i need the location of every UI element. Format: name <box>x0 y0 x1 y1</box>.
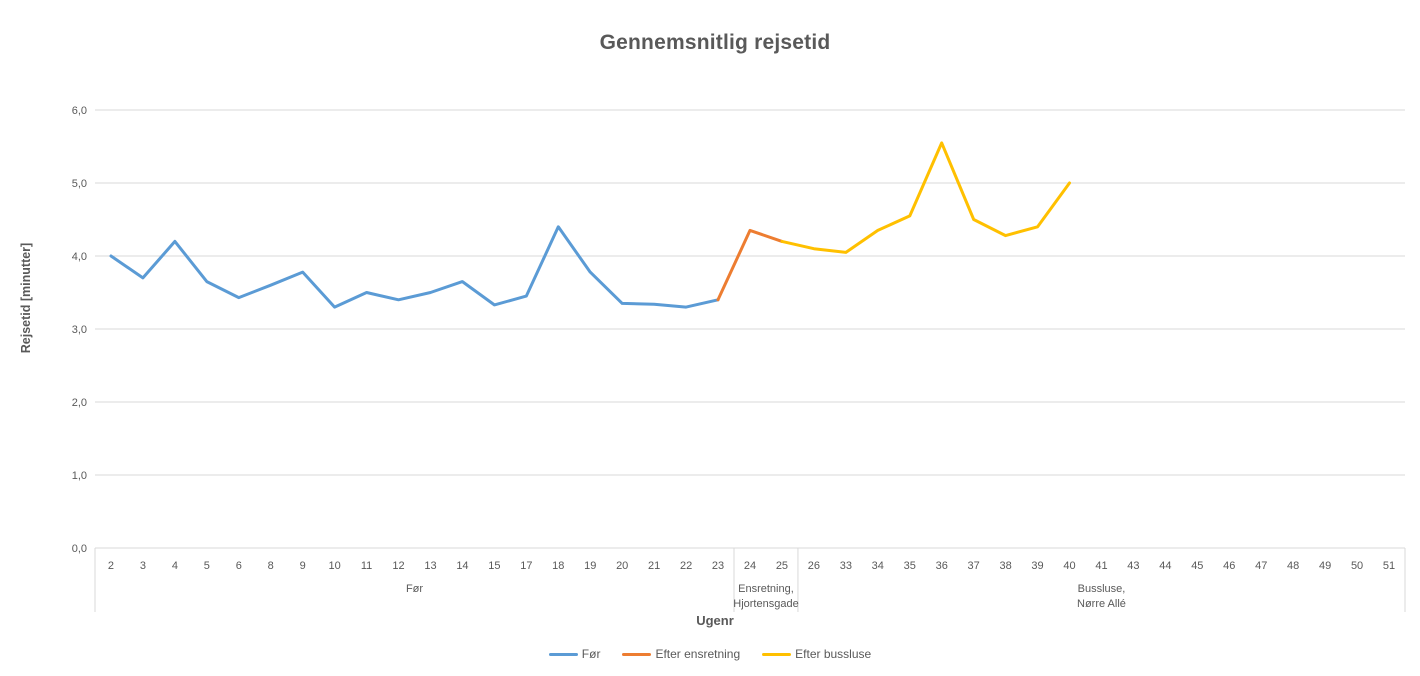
y-axis-title: Rejsetid [minutter] <box>19 243 33 353</box>
group-label: Nørre Allé <box>1077 598 1126 610</box>
x-tick-label: 2 <box>108 560 114 572</box>
group-label: Bussluse, <box>1078 583 1126 595</box>
x-tick-label: 47 <box>1255 560 1267 572</box>
legend-line-sample <box>762 652 792 656</box>
x-tick-label: 24 <box>744 560 756 572</box>
legend-line-sample <box>622 652 652 656</box>
x-tick-label: 39 <box>1031 560 1043 572</box>
x-tick-label: 19 <box>584 560 596 572</box>
x-tick-label: 6 <box>236 560 242 572</box>
group-label: Hjortensgade <box>733 598 798 610</box>
x-tick-label: 45 <box>1191 560 1203 572</box>
y-tick-label: 6,0 <box>72 105 87 117</box>
x-tick-label: 13 <box>424 560 436 572</box>
x-tick-label: 11 <box>361 560 372 572</box>
legend-label: Før <box>581 647 601 661</box>
legend-item: Efter ensretning <box>622 647 740 661</box>
x-tick-label: 10 <box>329 560 341 572</box>
x-tick-label: 34 <box>872 560 884 572</box>
y-tick-label: 2,0 <box>72 397 87 409</box>
x-tick-label: 37 <box>968 560 980 572</box>
chart-title: Gennemsnitlig rejsetid <box>599 31 831 54</box>
x-tick-label: 51 <box>1383 560 1395 572</box>
x-tick-label: 25 <box>776 560 788 572</box>
x-tick-label: 14 <box>456 560 468 572</box>
x-tick-label: 49 <box>1319 560 1331 572</box>
x-tick-label: 35 <box>904 560 916 572</box>
x-tick-label: 18 <box>552 560 564 572</box>
x-tick-label: 40 <box>1063 560 1075 572</box>
group-label: Før <box>406 583 423 595</box>
group-label: Ensretning, <box>738 583 794 595</box>
x-tick-label: 50 <box>1351 560 1363 572</box>
x-tick-label: 8 <box>268 560 274 572</box>
legend: Før Efter ensretning Efter bussluse <box>0 647 1420 661</box>
x-tick-label: 5 <box>204 560 210 572</box>
x-tick-label: 43 <box>1127 560 1139 572</box>
y-tick-label: 5,0 <box>72 178 87 190</box>
series-line-efter-ensretning <box>716 228 784 302</box>
x-tick-label: 12 <box>392 560 404 572</box>
x-tick-label: 9 <box>300 560 306 572</box>
x-tick-label: 22 <box>680 560 692 572</box>
x-tick-label: 41 <box>1095 560 1107 572</box>
x-tick-label: 17 <box>520 560 532 572</box>
series-line-f-r <box>109 225 720 309</box>
x-tick-label: 20 <box>616 560 628 572</box>
x-tick-label: 15 <box>488 560 500 572</box>
x-tick-label: 26 <box>808 560 820 572</box>
series-line-efter-bussluse <box>780 141 1071 254</box>
x-axis-title: Ugenr <box>696 613 734 628</box>
legend-label: Efter bussluse <box>795 647 872 661</box>
legend-item: Efter bussluse <box>762 647 871 661</box>
x-tick-label: 46 <box>1223 560 1235 572</box>
x-tick-label: 36 <box>936 560 948 572</box>
x-tick-label: 38 <box>999 560 1011 572</box>
y-tick-label: 3,0 <box>72 324 87 336</box>
y-tick-label: 0,0 <box>72 543 87 555</box>
legend-item: Før <box>548 647 601 661</box>
x-tick-label: 48 <box>1287 560 1299 572</box>
x-tick-label: 4 <box>172 560 178 572</box>
y-tick-label: 4,0 <box>72 251 87 263</box>
y-tick-label: 1,0 <box>72 470 87 482</box>
x-tick-label: 21 <box>648 560 660 572</box>
legend-label: Efter ensretning <box>655 647 741 661</box>
x-tick-label: 33 <box>840 560 852 572</box>
x-tick-label: 23 <box>712 560 724 572</box>
legend-line-sample <box>548 652 578 656</box>
x-tick-label: 44 <box>1159 560 1171 572</box>
x-tick-label: 3 <box>140 560 146 572</box>
